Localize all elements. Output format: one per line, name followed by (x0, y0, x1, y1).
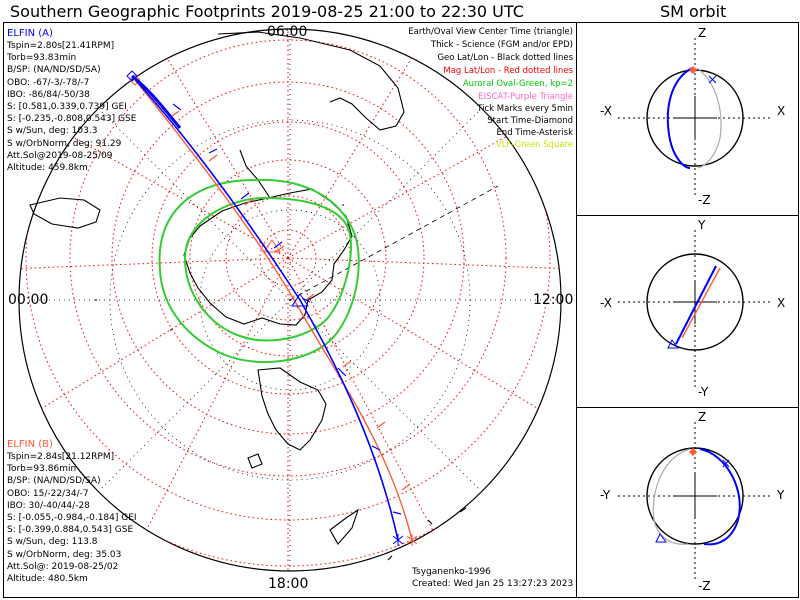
africa-tip-outline (29, 197, 101, 229)
elfin-b-start-diamond (129, 74, 141, 86)
info-line: S: [0.581,0.339,0.739] GEI (7, 102, 127, 112)
legend-line: Tick Marks every 5min (477, 104, 573, 114)
legend-line: Geo Lat/Lon - Black dotted lines (437, 53, 573, 63)
sm-axis-top: Z (698, 410, 707, 424)
hour-label-bottom: 18:00 (268, 576, 309, 592)
model-label: Tsyganenko-1996 (412, 567, 491, 577)
elfin-a-view-triangle (291, 293, 309, 307)
created-label: Created: Wed Jan 25 13:27:23 2023 (412, 579, 574, 589)
info-line: S w/OrbNorm, deg: 91.29 (7, 138, 122, 149)
info-line: S w/OrbNorm, deg: 35.03 (7, 549, 122, 560)
auroral-oval-poleward (183, 196, 352, 342)
sm-axis-left: -X (600, 296, 612, 310)
sm-b-orbit-yz (652, 448, 691, 545)
sm-axis-left: -Y (600, 488, 611, 502)
info-line: Torb=93.86min (7, 464, 77, 475)
info-line: Tspin=2.80s[21.41RPM] (7, 41, 115, 51)
sm-axis-right: X (777, 104, 786, 118)
sm-a-orbit-yz (699, 448, 741, 546)
info-line: B/SP: (NA/ND/SD/SA) (7, 476, 101, 487)
elfin-b-tick-marks (170, 110, 411, 491)
figure-title: Southern Geographic Footprints 2019-08-2… (10, 2, 524, 21)
sm-axis-bottom: -Z (698, 579, 711, 593)
auroral-ovals (158, 178, 360, 364)
info-line: S: [-0.055,-0.984,-0.184] GEI (7, 513, 137, 523)
south-america-outline (217, 31, 405, 131)
sm-a-orbit-xy (675, 265, 717, 345)
legend-line: Thick - Science (FGM and/or EPD) (430, 40, 573, 50)
peninsula-outline (239, 149, 271, 199)
hour-label-right: 12:00 (533, 292, 574, 308)
sm-frame (576, 22, 799, 598)
sm-b-orbit-xy (681, 267, 721, 339)
elfin-a-footprint-line (131, 75, 399, 541)
info-line: S: [-0.399,0.884,0.543] GSE (7, 525, 134, 536)
sm-panel-yz (618, 422, 772, 582)
elfin-a-track (126, 70, 404, 546)
australia-outline (257, 367, 327, 451)
elfin-a-start-diamond (126, 70, 138, 82)
info-line: OBO: -67/-3/-78/-7 (7, 77, 90, 88)
legend-line: Mag Lat/Lon - Red dotted lines (443, 66, 573, 76)
info-line: OBO: 15/-22/34/-7 (7, 488, 89, 499)
info-line: Altitude: 459.8km (7, 163, 88, 173)
legend-line: Auroral Oval-Green, kp=2 (462, 79, 573, 89)
info-line: Tspin=2.84s[21.12RPM] (7, 452, 115, 462)
island-dots (95, 204, 344, 331)
info-line: S w/Sun, deg: 113.8 (7, 537, 98, 548)
info-line: S: [-0.235,-0.808,0.543] GSE (7, 114, 137, 125)
tasmania-outline (247, 453, 263, 469)
antarctica-outline (183, 188, 353, 326)
polar-map (18, 28, 562, 572)
hour-label-left: 00:00 (8, 292, 49, 308)
info-line: B/SP: (NA/ND/SD/SA) (7, 65, 101, 76)
sm-orbit-title: SM orbit (660, 2, 727, 21)
legend-line: EISCAT-Purple Triangle (478, 92, 573, 102)
hour-label-top: 06:00 (267, 24, 308, 40)
info-line: Altitude: 480.5km (7, 574, 88, 584)
info-line: Att.Sol@: 2019-08-25/02 (7, 561, 119, 572)
elfin-b-track (129, 74, 418, 546)
legend-line: VLF-Green Square (495, 140, 573, 150)
legend-line: Start Time-Diamond (487, 116, 573, 126)
elfin-a-end-asterisk (392, 534, 404, 546)
elfin-b-title: ELFIN (B) (7, 439, 53, 450)
geo-lon-lines (19, 29, 561, 571)
sm-axis-right: X (777, 296, 786, 310)
sm-axis-left: -X (600, 104, 612, 118)
new-zealand-outline (329, 508, 360, 545)
sm-a-orbit-xz (666, 67, 693, 169)
info-line: IBO: -86/84/-50/38 (7, 89, 90, 100)
sm-panel-xy (618, 230, 772, 390)
view-center-line (289, 185, 499, 301)
info-line: IBO: 30/-40/44/-28 (7, 500, 90, 511)
elfin-a-tick-marks (172, 103, 402, 515)
sm-axis-bottom: -Z (698, 193, 711, 207)
sm-axis-right: Y (777, 488, 785, 502)
elfin-b-footprint-line (134, 79, 413, 541)
land-outlines (29, 31, 467, 561)
info-line: S w/Sun, deg: 103.3 (7, 126, 98, 137)
sm-panel-xz (618, 38, 772, 198)
info-line: Torb=93.83min (7, 53, 77, 64)
sm-axis-top: Y (698, 218, 706, 232)
sm-axis-top: Z (698, 26, 707, 40)
elfin-b-end-asterisk (406, 534, 418, 546)
legend-line: Earth/Oval View Center Time (triangle) (408, 27, 573, 37)
info-line: Att.Sol@2019-08-25/09 (7, 150, 113, 161)
elfin-a-science-segment (131, 74, 182, 129)
auroral-oval-equatorward (158, 178, 360, 364)
sm-axis-bottom: -Y (698, 385, 709, 399)
elfin-a-title: ELFIN (A) (7, 28, 53, 39)
legend-line: End Time-Asterisk (496, 128, 573, 138)
pacific-islands (387, 507, 467, 561)
